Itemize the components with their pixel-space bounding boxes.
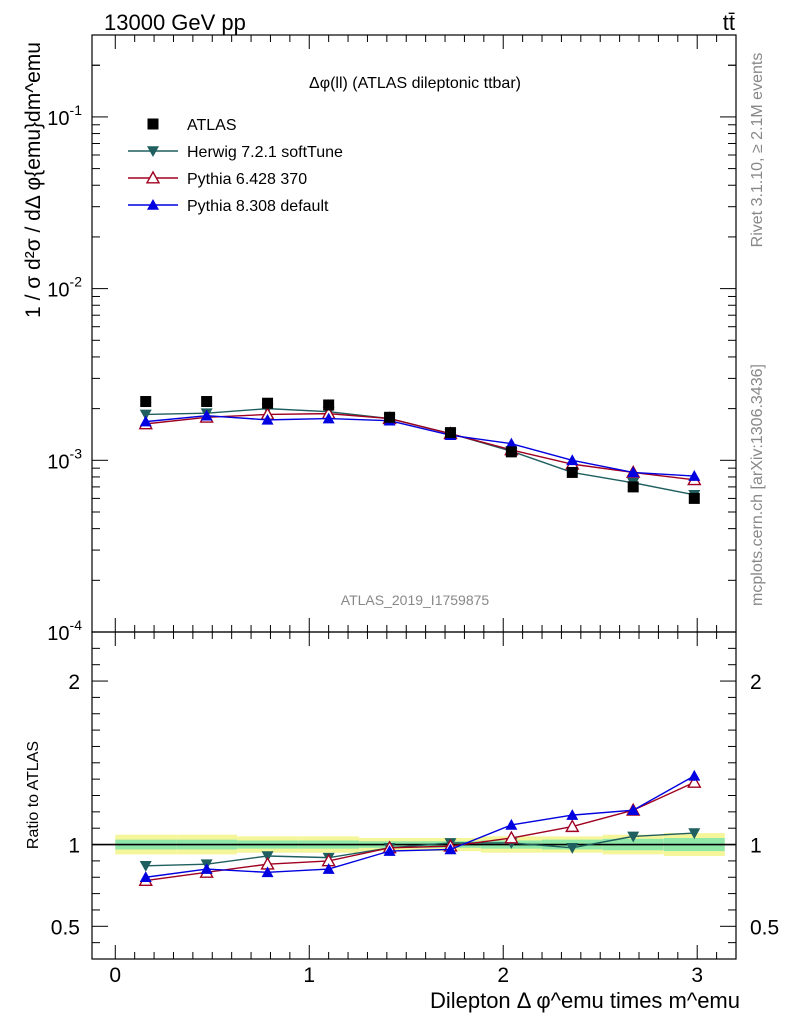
ratio-y-tick-label-left: 0.5 xyxy=(51,916,80,939)
ratio-series-line xyxy=(145,832,695,867)
legend-item: Herwig 7.2.1 softTune xyxy=(128,144,343,161)
data-point xyxy=(505,818,518,830)
data-point xyxy=(139,871,152,883)
series-pythia-8-308-default xyxy=(139,409,701,481)
data-point xyxy=(261,851,274,862)
legend-item: Pythia 8.308 default xyxy=(128,198,329,215)
data-point xyxy=(383,845,396,856)
data-point xyxy=(140,396,152,408)
main-y-axis-label: 1 / σ d²σ / dΔ φ{emu}dm^emu xyxy=(22,42,45,318)
main-y-tick-label: 10-1 xyxy=(47,102,82,130)
ratio-series-line xyxy=(145,775,695,878)
data-point xyxy=(627,831,640,843)
x-tick-label: 2 xyxy=(497,964,509,987)
x-tick-labels: 0 1 2 3 xyxy=(109,964,703,987)
data-point xyxy=(200,409,213,421)
data-point xyxy=(504,830,519,844)
ratio-y-tick-labels: 0.5 0.5 1 1 2 2 xyxy=(51,671,779,939)
ratio-y-tick-label-left: 1 xyxy=(68,835,80,858)
series-line xyxy=(145,414,695,477)
ratio-y-axis-label: Ratio to ATLAS xyxy=(25,741,42,849)
series-line xyxy=(145,412,695,481)
series-line xyxy=(145,407,695,496)
ratio-y-tick-label-right: 0.5 xyxy=(750,916,779,939)
data-point xyxy=(444,427,456,439)
data-point xyxy=(322,412,335,424)
data-point xyxy=(384,411,396,423)
data-point xyxy=(147,146,159,157)
x-tick-label: 1 xyxy=(303,964,315,987)
main-y-tick-label: 10-2 xyxy=(47,274,82,302)
main-panel: 10-1 10-2 10-3 10-4 Δφ(ll) (ATLAS dileptoni… xyxy=(22,34,737,645)
data-point xyxy=(322,863,335,874)
data-point xyxy=(688,470,701,481)
ratio-y-tick-label-right: 1 xyxy=(750,835,762,858)
header-left-label: 13000 GeV pp xyxy=(104,10,246,35)
ratio-axis-ticks xyxy=(92,632,736,959)
main-axis-ticks xyxy=(92,34,736,633)
data-point xyxy=(565,819,580,833)
data-point xyxy=(139,415,152,427)
data-point xyxy=(261,866,274,878)
main-title: Δφ(ll) (ATLAS dileptonic ttbar) xyxy=(309,75,521,92)
ratio-y-tick-label-left: 2 xyxy=(68,671,80,694)
legend-label: Herwig 7.2.1 softTune xyxy=(187,144,343,161)
mcplots-label: mcplots.cern.ch [arXiv:1306.3436] xyxy=(749,364,766,606)
ratio-panel: 0.5 0.5 1 1 2 2 0 1 2 3 Ratio to ATLAS Dilepton … xyxy=(25,631,779,1013)
data-point xyxy=(566,843,579,854)
data-point xyxy=(627,466,640,478)
ratio-y-tick-label-right: 2 xyxy=(750,671,762,694)
data-point xyxy=(566,466,578,478)
ratio-series-pythia-6-428-370 xyxy=(138,774,702,887)
legend: ATLAS Herwig 7.2.1 softTune Pythia 6.428 3… xyxy=(128,117,343,215)
data-point xyxy=(688,828,701,840)
x-tick-label: 3 xyxy=(691,964,703,987)
data-point xyxy=(139,409,152,421)
ratio-series-line xyxy=(145,781,695,882)
analysis-watermark: ATLAS_2019_I1759875 xyxy=(341,592,490,608)
legend-item: Pythia 6.428 370 xyxy=(128,170,307,188)
data-point xyxy=(687,774,702,788)
series-atlas xyxy=(140,396,700,504)
main-y-tick-labels: 10-1 10-2 10-3 10-4 xyxy=(47,102,82,645)
data-point xyxy=(261,413,274,425)
main-y-tick-label: 10-4 xyxy=(47,617,82,645)
data-point xyxy=(444,843,457,855)
x-axis-label: Dilepton Δ φ^emu times m^emu xyxy=(430,988,740,1013)
legend-label: ATLAS xyxy=(187,117,237,134)
series-herwig-7-2-1-softtune xyxy=(139,403,701,501)
legend-label: Pythia 8.308 default xyxy=(187,198,329,215)
main-y-tick-label: 10-3 xyxy=(47,445,82,473)
data-point xyxy=(323,399,335,411)
data-point xyxy=(688,492,700,504)
data-point xyxy=(566,454,579,466)
data-point xyxy=(147,118,159,130)
data-point xyxy=(201,396,213,408)
data-point xyxy=(505,446,517,458)
ratio-plot-frame xyxy=(91,631,737,960)
data-point xyxy=(200,863,213,874)
data-point xyxy=(627,804,640,816)
data-point xyxy=(688,769,701,781)
legend-item: ATLAS xyxy=(147,117,237,134)
ratio-series-pythia-8-308-default xyxy=(139,769,701,883)
ratio-series-group xyxy=(138,769,702,887)
data-point xyxy=(566,809,579,820)
data-point xyxy=(505,437,518,449)
data-point xyxy=(145,170,161,184)
data-point xyxy=(262,397,274,409)
data-point xyxy=(147,199,159,210)
x-tick-label: 0 xyxy=(109,964,121,987)
legend-label: Pythia 6.428 370 xyxy=(187,171,307,188)
rivet-version-label: Rivet 3.1.10, ≥ 2.1M events xyxy=(749,53,766,248)
data-point xyxy=(139,861,152,872)
series-pythia-6-428-370 xyxy=(138,406,702,486)
data-point xyxy=(627,481,639,493)
header-right-label: tt̄ xyxy=(723,10,735,35)
main-series-group xyxy=(138,396,702,504)
